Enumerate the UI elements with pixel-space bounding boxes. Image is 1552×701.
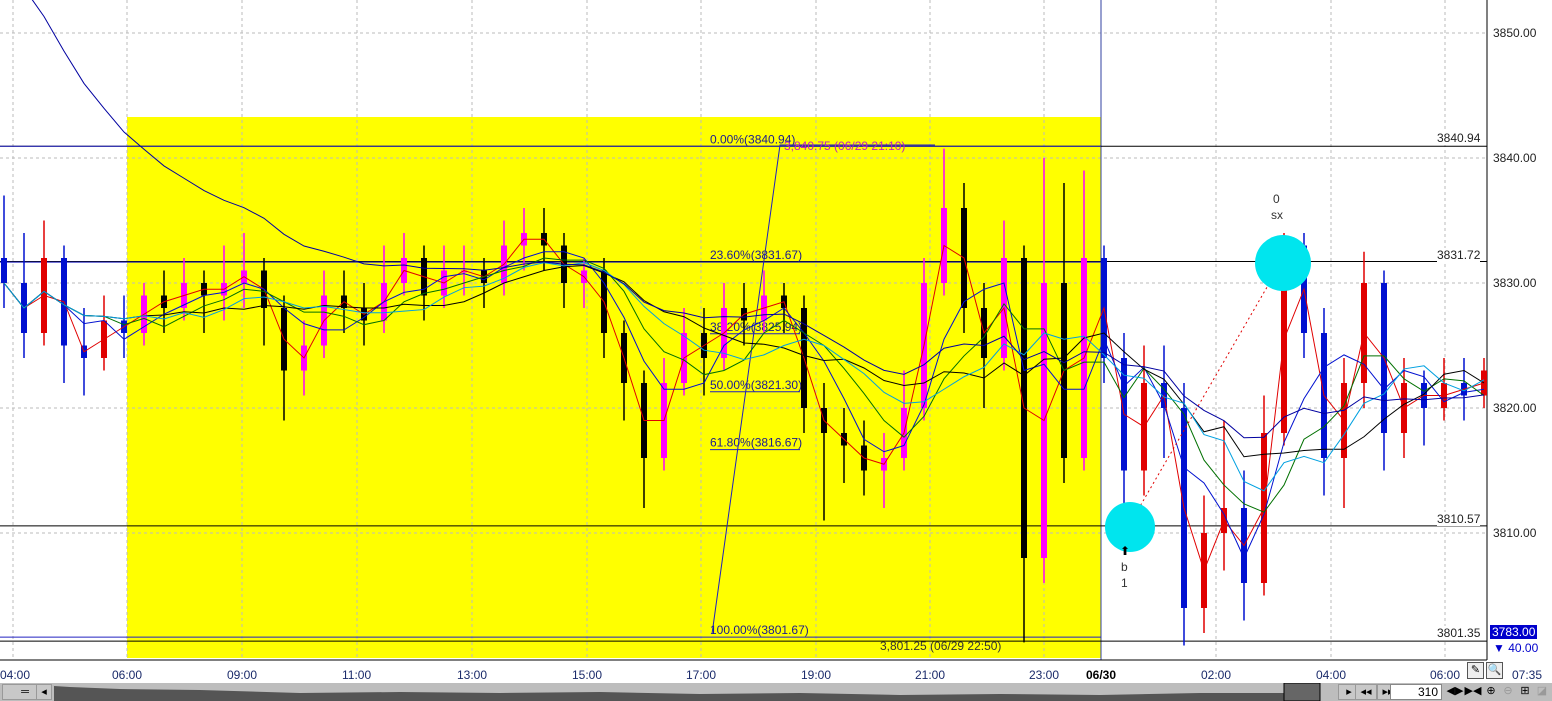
x-tick: 04:00 xyxy=(1316,668,1347,682)
moving-average-line xyxy=(31,0,1485,439)
sell-qty: 0 xyxy=(1273,192,1280,206)
price-chart[interactable]: 0.00%(3840.94)23.60%(3831.67)38.20%(3825… xyxy=(0,0,1552,683)
triangle-down-icon: ▼ xyxy=(1493,641,1505,655)
y-tick: 3850.00 xyxy=(1493,26,1537,40)
low-annotation: 3,801.25 (06/29 22:50) xyxy=(880,639,1001,653)
moving-average-line xyxy=(3,251,1485,560)
moving-average-line xyxy=(3,264,1485,458)
compress-icon[interactable]: ▶◀ xyxy=(1464,685,1482,697)
x-tick: 23:00 xyxy=(1029,668,1060,682)
fib-label: 61.80%(3816.67) xyxy=(710,436,802,450)
fib-label: 23.60%(3831.67) xyxy=(710,248,802,262)
y-tick: 3820.00 xyxy=(1493,401,1537,415)
line-label: 3831.72 xyxy=(1437,248,1481,262)
buy-arrow-icon: ⬆ xyxy=(1120,544,1130,558)
scroll-left-icon[interactable]: ◂ xyxy=(36,684,52,700)
last-time: 07:35 xyxy=(1512,668,1543,682)
x-tick: 06:00 xyxy=(1430,668,1461,682)
x-tick: 19:00 xyxy=(801,668,832,682)
fib-label: 100.00%(3801.67) xyxy=(710,623,809,637)
moving-average-line xyxy=(3,262,1485,492)
fib-label: 0.00%(3840.94) xyxy=(710,132,795,146)
x-tick: 09:00 xyxy=(227,668,258,682)
x-tick: 02:00 xyxy=(1201,668,1232,682)
current-price-badge: 3783.00 xyxy=(1490,625,1538,639)
x-tick: 13:00 xyxy=(457,668,488,682)
buy-label: b xyxy=(1121,560,1128,574)
x-tick: 04:00 xyxy=(0,668,31,682)
y-tick: 3840.00 xyxy=(1493,151,1537,165)
fit-icon[interactable]: ◪ xyxy=(1536,685,1548,697)
x-tick: 11:00 xyxy=(342,668,372,682)
candle-body xyxy=(1,258,7,283)
pencil-icon[interactable]: ✎ xyxy=(1467,662,1484,679)
moving-average-line xyxy=(3,238,1485,572)
zoom-out-icon[interactable]: ⊖ xyxy=(1503,685,1513,697)
y-tick: 3810.00 xyxy=(1493,526,1537,540)
expand-icon[interactable]: ◀▶ xyxy=(1446,685,1464,697)
step-value[interactable]: ▼ 40.00 xyxy=(1493,641,1538,655)
rewind-icon[interactable]: ◂◂ xyxy=(1355,684,1377,700)
x-tick: 17:00 xyxy=(686,668,717,682)
fib-anchor-line xyxy=(711,144,935,635)
buy-marker xyxy=(1105,502,1155,552)
step-text: 40.00 xyxy=(1508,641,1539,655)
y-tick: 3830.00 xyxy=(1493,276,1537,290)
bar-count-input[interactable]: 310 xyxy=(1390,684,1442,700)
x-tick-date: 06/30 xyxy=(1086,668,1117,682)
zoom-icon[interactable]: 🔍 xyxy=(1486,662,1503,679)
x-tick: 15:00 xyxy=(572,668,603,682)
zoom-in-icon[interactable]: ⊕ xyxy=(1486,685,1496,697)
navigator-bar[interactable]: ═ ◂ ▸ ◂◂ ▸▸ 310 ◀▶ ▶◀ ⊕ ⊖ ⊞ ◪ xyxy=(0,683,1552,701)
grid-icon[interactable]: ⊞ xyxy=(1520,685,1530,697)
trade-line xyxy=(1127,262,1282,528)
highlight-region xyxy=(127,117,1101,658)
line-label: 3801.35 xyxy=(1437,626,1481,640)
candle-body xyxy=(461,270,467,273)
x-tick: 21:00 xyxy=(915,668,946,682)
high-annotation: 3,840.75 (06/29 21:10) xyxy=(784,139,905,153)
sell-marker xyxy=(1255,235,1311,291)
volume-silhouette xyxy=(54,686,1300,701)
navigator-window xyxy=(1283,683,1321,701)
buy-qty: 1 xyxy=(1121,576,1128,590)
x-tick: 06:00 xyxy=(112,668,143,682)
fib-label: 50.00%(3821.30) xyxy=(710,378,802,392)
sell-label: sx xyxy=(1271,208,1283,222)
moving-average-line xyxy=(3,257,1485,513)
line-label: 3840.94 xyxy=(1437,131,1481,145)
line-label: 3810.57 xyxy=(1437,512,1481,526)
